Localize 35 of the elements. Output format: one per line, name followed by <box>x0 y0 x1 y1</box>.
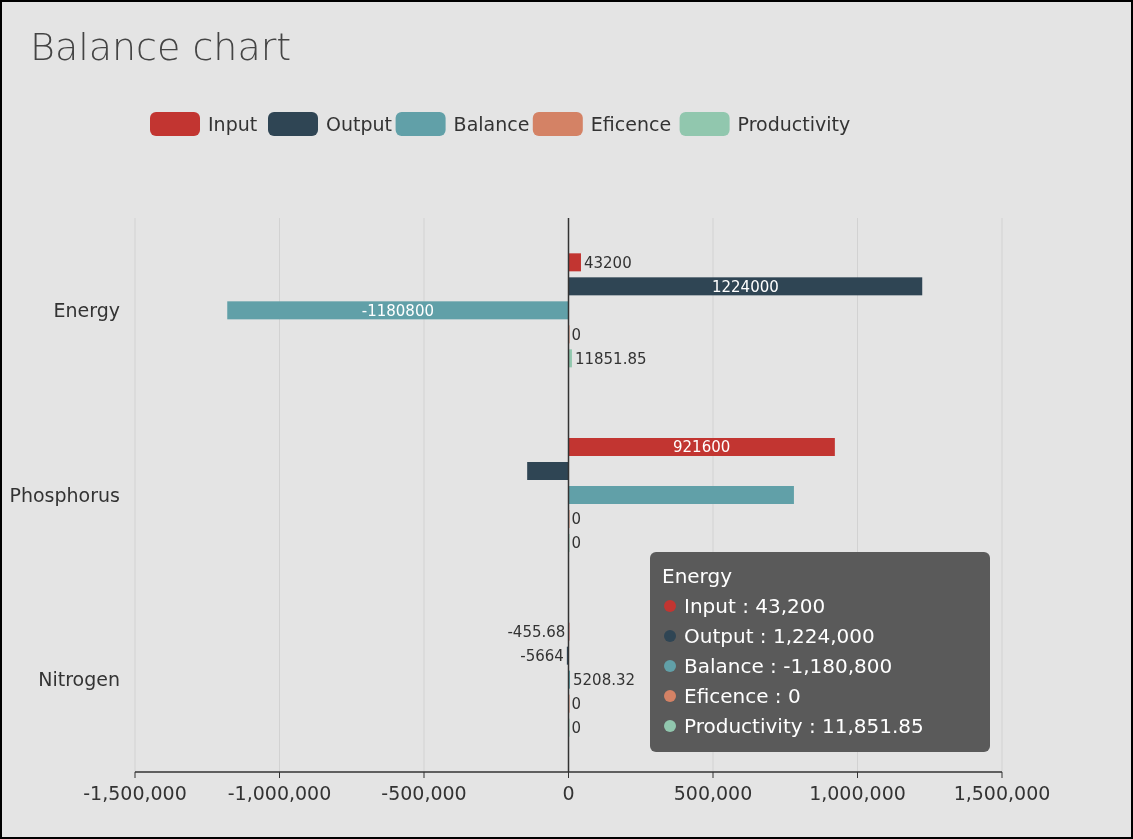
data-label: 0 <box>571 534 582 553</box>
x-tick-label: -500,000 <box>381 782 467 804</box>
data-label: -5664 <box>520 646 564 665</box>
annotation: Productivity : 11,851.85 <box>684 714 924 738</box>
y-tick-label: Phosphorus <box>9 483 120 506</box>
y-tick-label: Nitrogen <box>38 668 120 691</box>
x-tick-label: 1,000,000 <box>809 782 906 804</box>
data-label: -1180800 <box>361 301 434 320</box>
annotation: Eficence : 0 <box>684 684 801 708</box>
y-tick-label: Energy <box>53 298 120 321</box>
x-tick-label: 0 <box>562 782 575 804</box>
chart-title: Balance chart <box>30 25 292 69</box>
data-label: 0 <box>571 510 582 529</box>
legend-label: Output <box>326 112 392 135</box>
annotation: Energy <box>662 564 733 588</box>
annotation: Balance : -1,180,800 <box>684 654 893 678</box>
annotation: Input : 43,200 <box>684 594 826 618</box>
legend-label: Productivity <box>737 112 851 135</box>
data-label: 5208.32 <box>573 670 636 689</box>
data-label: 11851.85 <box>574 349 647 368</box>
data-label: 0 <box>571 694 582 713</box>
legend-label: Input <box>208 112 258 135</box>
data-label: 0 <box>571 718 582 737</box>
x-tick-label: 1,500,000 <box>953 782 1051 804</box>
legend-label: Balance <box>453 112 530 135</box>
x-tick-label: 500,000 <box>673 782 753 804</box>
legend-label: Eficence <box>590 112 672 135</box>
x-tick-label: -1,500,000 <box>83 782 187 804</box>
x-tick-label: -1,000,000 <box>227 782 332 804</box>
data-label: -455.68 <box>507 622 566 641</box>
data-label: 1224000 <box>711 277 779 296</box>
data-label: 0 <box>571 325 582 344</box>
annotation: Output : 1,224,000 <box>684 624 875 648</box>
data-label: 921600 <box>673 438 731 457</box>
data-label: 43200 <box>583 253 632 272</box>
